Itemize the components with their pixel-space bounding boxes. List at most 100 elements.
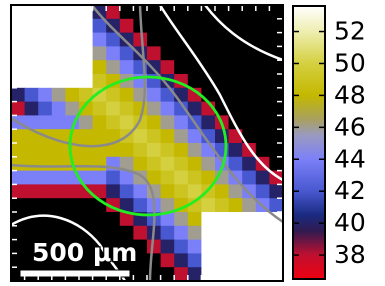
heat-cell (188, 157, 202, 171)
heat-cell (256, 143, 270, 157)
heat-cell (120, 60, 134, 74)
heat-cell (106, 5, 120, 19)
heat-cell (256, 5, 270, 19)
heat-cell (147, 240, 161, 254)
heat-cell (174, 46, 188, 60)
heat-cell (229, 253, 243, 267)
heat-cell (38, 33, 52, 47)
heat-cell (269, 184, 283, 198)
heat-cell (147, 60, 161, 74)
heat-cell (174, 115, 188, 129)
heat-cell (229, 143, 243, 157)
heat-cell (256, 240, 270, 254)
heat-cell (11, 19, 25, 33)
heat-cell (93, 171, 107, 185)
heat-cell (201, 198, 215, 212)
scale-bar (20, 270, 130, 277)
heat-cell (229, 184, 243, 198)
heat-cell (52, 46, 66, 60)
heat-cell (188, 171, 202, 185)
heat-cell (11, 253, 25, 267)
heat-cell (201, 33, 215, 47)
heat-cell (201, 19, 215, 33)
heat-cell (269, 198, 283, 212)
heat-cell (93, 60, 107, 74)
heat-cell (11, 171, 25, 185)
heat-cell (11, 102, 25, 116)
heat-cell (256, 253, 270, 267)
heat-cell (242, 157, 256, 171)
heat-cell (25, 171, 39, 185)
heat-cell (201, 240, 215, 254)
heat-cell (106, 88, 120, 102)
heat-cell (229, 74, 243, 88)
heat-cell (215, 5, 229, 19)
heat-cell (38, 74, 52, 88)
heat-cell (201, 5, 215, 19)
heat-cell (269, 88, 283, 102)
heat-cell (188, 226, 202, 240)
heat-cell (11, 46, 25, 60)
heat-cell (229, 157, 243, 171)
heat-cell (215, 60, 229, 74)
heat-cell (93, 157, 107, 171)
heat-cell (38, 88, 52, 102)
heat-cell (106, 171, 120, 185)
heat-cell (93, 115, 107, 129)
heat-cell (188, 33, 202, 47)
heat-cell (106, 212, 120, 226)
heat-cell (106, 60, 120, 74)
heat-cell (174, 226, 188, 240)
heat-cell (188, 143, 202, 157)
heat-cell (188, 212, 202, 226)
heat-cell (215, 198, 229, 212)
heat-cell (229, 198, 243, 212)
heat-cell (161, 115, 175, 129)
heat-cell (133, 184, 147, 198)
heat-cell (215, 46, 229, 60)
heat-cell (38, 60, 52, 74)
scale-bar-label: 500 μm (32, 238, 137, 267)
heat-cell (215, 226, 229, 240)
heat-cell (93, 46, 107, 60)
heat-cell (269, 102, 283, 116)
heat-cell (256, 212, 270, 226)
heat-cell (242, 5, 256, 19)
heat-cell (11, 129, 25, 143)
heat-cell (269, 253, 283, 267)
heat-cell (201, 157, 215, 171)
heat-cell (11, 33, 25, 47)
heat-cell (25, 198, 39, 212)
heat-cell (79, 129, 93, 143)
heat-cell (215, 19, 229, 33)
heat-cell (201, 88, 215, 102)
heat-cell (161, 171, 175, 185)
heat-cell (256, 171, 270, 185)
heat-cell (106, 115, 120, 129)
heat-cell (269, 129, 283, 143)
heat-cell (25, 60, 39, 74)
heat-cell (65, 19, 79, 33)
heat-cell (52, 198, 66, 212)
heat-cell (65, 5, 79, 19)
heat-cell (215, 33, 229, 47)
heat-cell (38, 5, 52, 19)
heat-cell (229, 88, 243, 102)
heat-cell (174, 5, 188, 19)
heat-cell (242, 212, 256, 226)
heat-cell (242, 102, 256, 116)
heat-cell (161, 184, 175, 198)
heat-cell (147, 5, 161, 19)
heat-cell (174, 143, 188, 157)
heat-cell (256, 115, 270, 129)
heat-cell (147, 143, 161, 157)
heat-cell (93, 212, 107, 226)
heat-cell (120, 115, 134, 129)
heat-cell (269, 115, 283, 129)
heat-cell (229, 212, 243, 226)
heat-cell (256, 60, 270, 74)
heat-cell (242, 19, 256, 33)
heat-cell (79, 212, 93, 226)
heat-cell (269, 60, 283, 74)
heat-cell (52, 115, 66, 129)
